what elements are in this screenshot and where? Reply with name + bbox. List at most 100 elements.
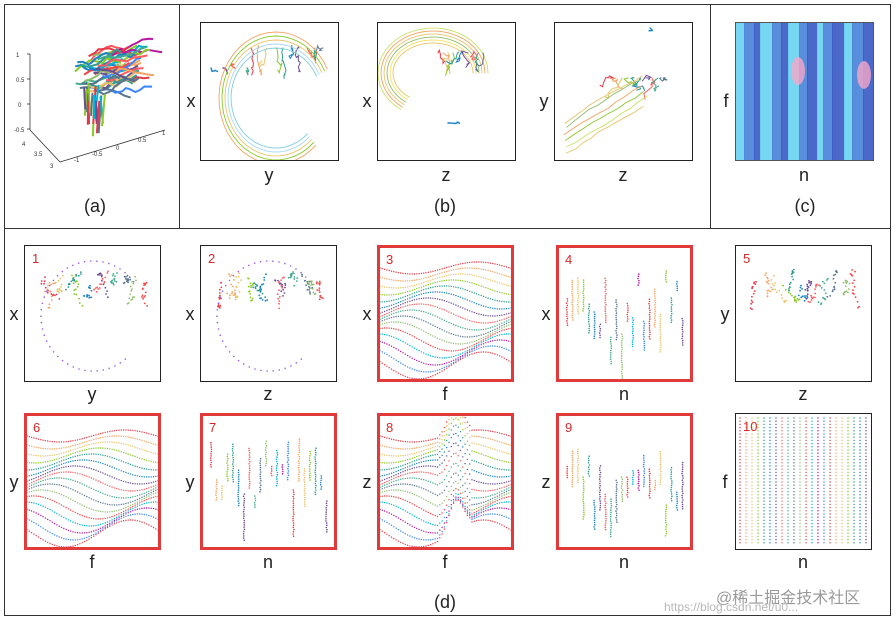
trajectory-dot xyxy=(63,441,65,443)
trajectory-dot xyxy=(654,480,657,482)
trajectory-dot xyxy=(659,452,662,455)
trajectory-dot xyxy=(775,433,777,435)
trajectory-dot xyxy=(115,280,118,283)
trajectory-dot xyxy=(411,346,413,348)
trajectory-dot xyxy=(287,276,290,279)
trajectory-dot xyxy=(113,515,116,517)
trajectory-dot xyxy=(157,483,158,485)
trajectory-dot xyxy=(381,509,383,511)
trajectory-dot xyxy=(452,463,455,465)
trajectory-dot xyxy=(111,519,113,521)
trajectory-dot xyxy=(70,471,72,473)
trajectory-dot xyxy=(681,488,683,490)
trajectory-dot xyxy=(386,365,388,367)
trajectory-dot xyxy=(33,462,35,464)
trajectory-dot xyxy=(386,483,388,485)
trajectory-dot xyxy=(136,495,139,497)
trajectory-dot xyxy=(757,487,759,490)
trajectory-dot xyxy=(643,327,645,329)
trajectory-dot xyxy=(459,343,462,345)
trajectory-dot xyxy=(125,276,127,278)
trajectory-dot xyxy=(593,501,595,504)
trajectory-dot xyxy=(455,499,457,501)
trajectory-line xyxy=(245,67,249,76)
trajectory-dot xyxy=(393,358,395,360)
trajectory-dot xyxy=(637,482,639,485)
trajectory-dot xyxy=(820,303,822,306)
trajectory-dot xyxy=(314,465,317,467)
trajectory-dot xyxy=(492,457,494,459)
trajectory-dot xyxy=(406,366,409,368)
trajectory-dot xyxy=(441,435,443,437)
trajectory-dot xyxy=(106,525,109,527)
trajectory-dot xyxy=(148,498,150,500)
trajectory-dot xyxy=(466,511,469,513)
trajectory-dot xyxy=(457,268,459,270)
trajectory-dot xyxy=(304,498,306,501)
trajectory-dot xyxy=(277,279,279,282)
trajectory-dot xyxy=(287,467,289,470)
trajectory-dot xyxy=(676,287,679,290)
trajectory-dot xyxy=(221,485,223,487)
trajectory-dot xyxy=(745,516,747,518)
trajectory-dot xyxy=(448,285,450,287)
trajectory-dot xyxy=(58,471,60,474)
trajectory-dot xyxy=(682,499,684,501)
trajectory-dot xyxy=(425,531,427,533)
trajectory-dot xyxy=(104,276,107,279)
trajectory-dot xyxy=(510,318,511,320)
trajectory-dot xyxy=(455,493,457,495)
trajectory-dot xyxy=(501,498,503,500)
trajectory-dot xyxy=(457,419,459,421)
trajectory-dot xyxy=(266,260,268,262)
trajectory-dot xyxy=(63,462,65,465)
trajectory-dot xyxy=(134,455,136,458)
trajectory-dot xyxy=(397,372,400,374)
trajectory-dot xyxy=(136,483,139,485)
trajectory-dot xyxy=(649,311,651,314)
trajectory-dot xyxy=(249,469,251,472)
trajectory-dot xyxy=(471,320,473,322)
trajectory-dot xyxy=(118,459,120,461)
trajectory-dot xyxy=(227,464,229,466)
trajectory-dot xyxy=(97,531,100,533)
trajectory-dot xyxy=(487,509,489,511)
trajectory-dot xyxy=(473,508,475,511)
trajectory-dot xyxy=(448,279,450,281)
trajectory-dot xyxy=(610,354,612,356)
trajectory-dot xyxy=(800,284,802,287)
trajectory-dot xyxy=(510,350,511,352)
trajectory-dot xyxy=(315,282,318,285)
trajectory-dot xyxy=(65,471,67,473)
bundle-line xyxy=(87,82,91,113)
trajectory-dot xyxy=(243,513,245,515)
trajectory-dot xyxy=(621,337,624,340)
trajectory-dot xyxy=(620,357,623,360)
trajectory-dot xyxy=(446,270,448,273)
trajectory-dot xyxy=(72,531,74,533)
trajectory-dot xyxy=(383,310,386,313)
trajectory-dot xyxy=(745,449,747,451)
trajectory-dot xyxy=(120,520,123,522)
trajectory-dot xyxy=(434,297,436,300)
trajectory-dot xyxy=(787,446,789,448)
trajectory-dot xyxy=(508,517,510,519)
trajectory-dot xyxy=(131,298,134,300)
trajectory-dot xyxy=(380,293,381,296)
trajectory-line xyxy=(256,45,263,76)
trajectory-dot xyxy=(448,423,450,425)
trajectory-dot xyxy=(320,479,322,482)
trajectory-dot xyxy=(434,336,436,338)
trajectory-dot xyxy=(292,500,294,502)
trajectory-dot xyxy=(432,364,434,366)
trajectory-dot xyxy=(122,520,125,522)
trajectory-dot xyxy=(682,475,684,477)
trajectory-dot xyxy=(800,296,803,299)
trajectory-dot xyxy=(642,465,645,468)
trajectory-line xyxy=(274,47,283,74)
trajectory-dot xyxy=(221,487,223,490)
trajectory-dot xyxy=(143,431,145,434)
trajectory-dot xyxy=(577,279,579,282)
trajectory-dot xyxy=(599,491,601,494)
trajectory-dot xyxy=(400,310,402,312)
